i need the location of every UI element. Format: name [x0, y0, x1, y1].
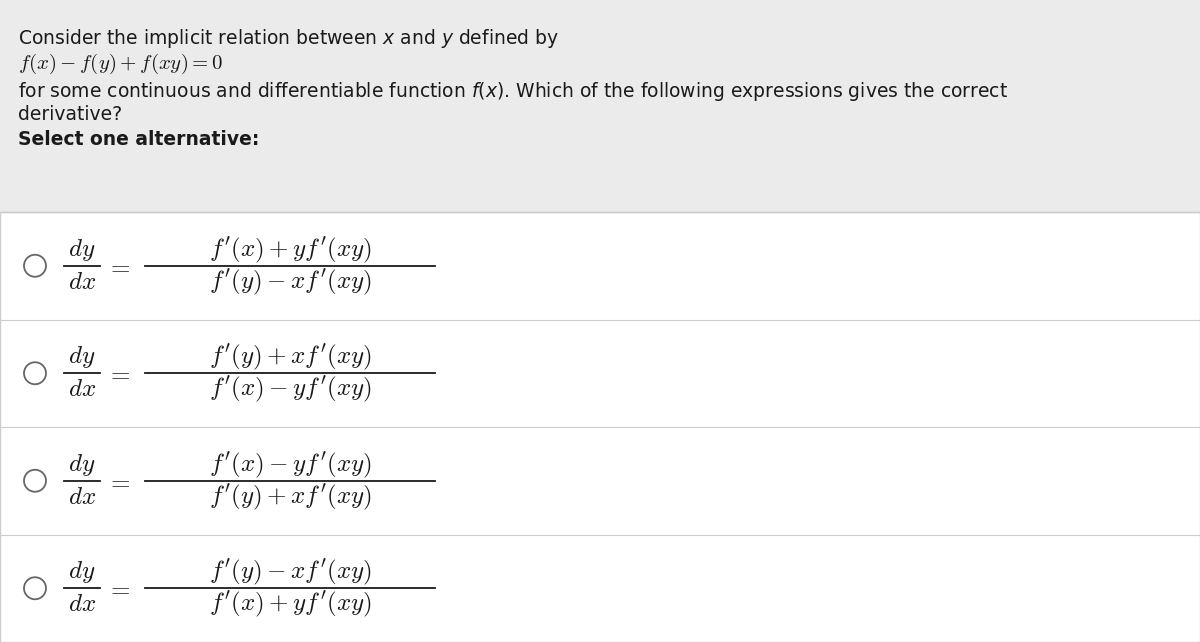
Text: $=$: $=$: [106, 577, 131, 600]
Text: $dx$: $dx$: [68, 270, 96, 294]
Text: $f'(y) + xf'(xy)$: $f'(y) + xf'(xy)$: [209, 482, 372, 512]
Text: $dy$: $dy$: [68, 237, 96, 263]
Text: derivative?: derivative?: [18, 105, 122, 124]
Text: $f'(x) - yf'(xy)$: $f'(x) - yf'(xy)$: [209, 374, 372, 404]
Text: $f(x) - f(y) + f(xy) = 0$: $f(x) - f(y) + f(xy) = 0$: [18, 52, 223, 76]
Text: $dx$: $dx$: [68, 377, 96, 401]
Text: $dy$: $dy$: [68, 344, 96, 370]
Text: $dy$: $dy$: [68, 559, 96, 586]
Text: Consider the implicit relation between $x$ and $y$ defined by: Consider the implicit relation between $…: [18, 27, 559, 50]
Bar: [0, 212, 1200, 642]
Text: $f'(y) - xf'(xy)$: $f'(y) - xf'(xy)$: [209, 267, 372, 297]
Text: $=$: $=$: [106, 469, 131, 493]
Text: $f'(x) - yf'(xy)$: $f'(x) - yf'(xy)$: [209, 450, 372, 480]
Text: $f'(y) - xf'(xy)$: $f'(y) - xf'(xy)$: [209, 557, 372, 587]
Text: for some continuous and differentiable function $f(x)$. Which of the following e: for some continuous and differentiable f…: [18, 80, 1008, 103]
Text: $dy$: $dy$: [68, 452, 96, 478]
Text: $f'(x) + yf'(xy)$: $f'(x) + yf'(xy)$: [209, 235, 372, 265]
Text: $=$: $=$: [106, 254, 131, 278]
Text: $dx$: $dx$: [68, 593, 96, 616]
Text: $=$: $=$: [106, 361, 131, 385]
Text: $f'(y) + xf'(xy)$: $f'(y) + xf'(xy)$: [209, 342, 372, 372]
Bar: [0, 212, 1200, 642]
Text: $f'(x) + yf'(xy)$: $f'(x) + yf'(xy)$: [209, 589, 372, 619]
Text: $dx$: $dx$: [68, 485, 96, 508]
Text: Select one alternative:: Select one alternative:: [18, 130, 259, 149]
